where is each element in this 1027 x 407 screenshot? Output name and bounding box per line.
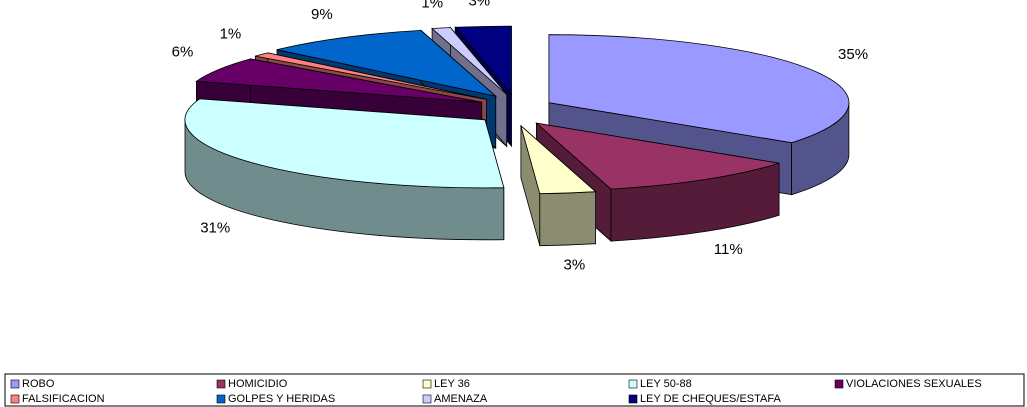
legend-swatch <box>216 394 226 404</box>
legend-swatch <box>422 379 432 389</box>
data-label: 31% <box>200 220 230 237</box>
data-label: 9% <box>311 6 333 23</box>
legend-swatch <box>216 379 226 389</box>
data-label: 11% <box>714 241 743 258</box>
legend-label: LEY 50-88 <box>640 378 692 390</box>
legend-swatch <box>10 394 20 404</box>
slice <box>255 52 487 100</box>
slice <box>276 29 498 97</box>
legend-label: AMENAZA <box>434 393 488 405</box>
legend-swatch <box>422 394 432 404</box>
legend-label: HOMICIDIO <box>228 378 288 390</box>
legend-swatch <box>10 379 20 389</box>
slice <box>520 124 597 195</box>
slice <box>195 58 482 103</box>
legend-label: LEY DE CHEQUES/ESTAFA <box>640 393 781 405</box>
data-label: 3% <box>564 257 586 274</box>
data-label: 35% <box>838 46 868 63</box>
slice <box>431 27 508 95</box>
data-label: 1% <box>220 25 242 42</box>
legend-label: FALSIFICACION <box>22 393 105 405</box>
legend-label: ROBO <box>22 378 55 390</box>
legend-swatch <box>834 379 844 389</box>
legend-box <box>4 373 1025 407</box>
slice <box>548 34 850 144</box>
data-label: 1% <box>421 0 443 11</box>
slice <box>184 98 505 189</box>
data-label: 6% <box>172 43 194 60</box>
slice <box>535 122 780 190</box>
slice <box>454 25 512 96</box>
legend-label: VIOLACIONES SEXUALES <box>846 378 982 390</box>
data-label: 3% <box>468 0 490 9</box>
slice-side <box>539 191 596 247</box>
legend-label: LEY 36 <box>434 378 470 390</box>
legend-swatch <box>628 394 638 404</box>
legend-label: GOLPES Y HERIDAS <box>228 393 335 405</box>
legend-swatch <box>628 379 638 389</box>
